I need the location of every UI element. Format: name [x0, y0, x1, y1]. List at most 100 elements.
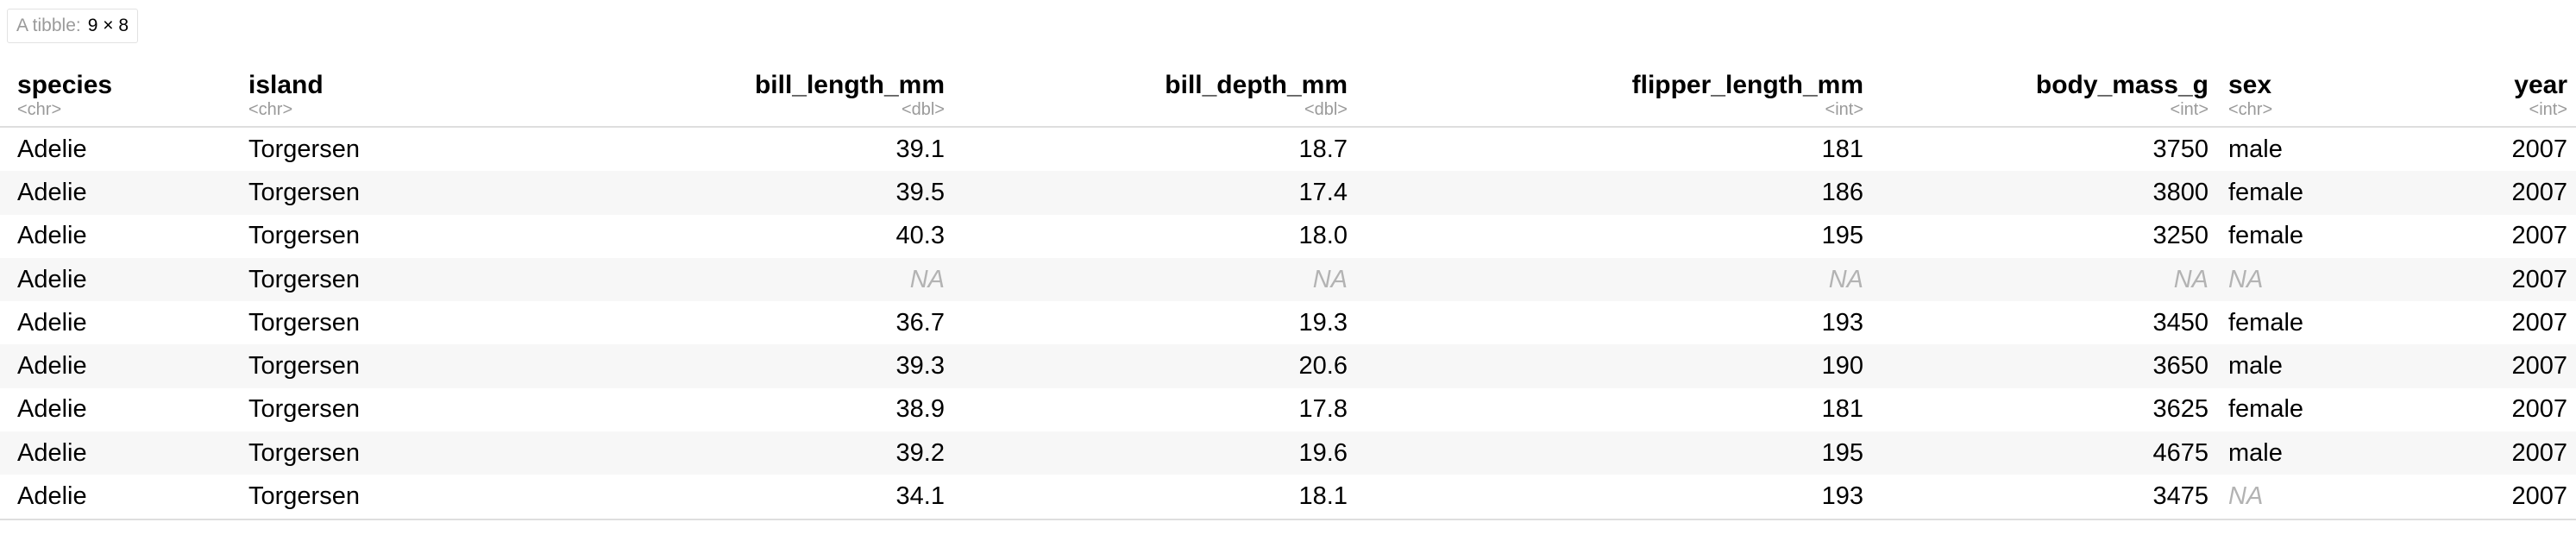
cell-sex: female — [2228, 215, 2401, 258]
tibble-caption: A tibble: 9 × 8 — [7, 9, 139, 43]
cell-year: 2007 — [2416, 171, 2567, 214]
cell-value: NA — [2173, 265, 2208, 293]
cell-value: Adelie — [17, 308, 87, 337]
cell-bill-depth-mm: 20.6 — [958, 344, 1348, 387]
cell-value: Torgersen — [248, 395, 360, 424]
table-row: Adelie Torgersen 38.9 17.8 181 3625 female 2007 — [0, 388, 2576, 431]
cell-year: 2007 — [2416, 388, 2567, 431]
cell-value: 39.2 — [895, 438, 945, 467]
cell-value: 18.1 — [1298, 482, 1348, 511]
cell-body-mass-g: 3800 — [1881, 171, 2208, 214]
header-type: <int> — [1825, 100, 1863, 119]
cell-body-mass-g: 3450 — [1881, 301, 2208, 344]
cell-island: Torgersen — [248, 301, 594, 344]
header-name: flipper_length_mm — [1631, 71, 1863, 99]
cell-value: 3650 — [2152, 352, 2208, 381]
header-island: island <chr> — [248, 67, 594, 119]
cell-species: Adelie — [17, 258, 224, 301]
cell-value: 2007 — [2511, 482, 2567, 511]
cell-value: Adelie — [17, 438, 87, 467]
cell-value: 181 — [1821, 395, 1863, 424]
cell-sex: male — [2228, 128, 2401, 171]
header-species: species <chr> — [17, 67, 224, 119]
cell-island: Torgersen — [248, 128, 594, 171]
cell-body-mass-g: 4675 — [1881, 431, 2208, 475]
cell-value: female — [2228, 222, 2304, 250]
cell-value: male — [2228, 135, 2283, 163]
header-year: year <int> — [2416, 67, 2567, 119]
cell-species: Adelie — [17, 388, 224, 431]
cell-value: 3750 — [2152, 135, 2208, 163]
header-bill-depth-mm: bill_depth_mm <dbl> — [958, 67, 1348, 119]
table-row: Adelie Torgersen 39.1 18.7 181 3750 male 2007 — [0, 128, 2576, 171]
cell-island: Torgersen — [248, 344, 594, 387]
cell-value: female — [2228, 178, 2304, 206]
cell-species: Adelie — [17, 301, 224, 344]
cell-body-mass-g: 3650 — [1881, 344, 2208, 387]
cell-species: Adelie — [17, 171, 224, 214]
cell-island: Torgersen — [248, 258, 594, 301]
cell-bill-depth-mm: 17.4 — [958, 171, 1348, 214]
cell-flipper-length-mm: 181 — [1363, 128, 1863, 171]
cell-value: female — [2228, 395, 2304, 424]
cell-value: 3475 — [2152, 482, 2208, 511]
table-bottom-rule — [0, 518, 2576, 520]
cell-value: 38.9 — [895, 395, 945, 424]
cell-value: NA — [1312, 265, 1348, 293]
table-header: species <chr> island <chr> bill_length_m… — [0, 67, 2576, 128]
cell-value: 40.3 — [895, 222, 945, 250]
cell-value: 18.0 — [1298, 222, 1348, 250]
cell-value: 19.3 — [1298, 308, 1348, 337]
header-type: <chr> — [248, 100, 293, 119]
table-row: Adelie Torgersen 36.7 19.3 193 3450 female 2007 — [0, 301, 2576, 344]
cell-value: Adelie — [17, 395, 87, 424]
cell-value: 2007 — [2511, 352, 2567, 381]
cell-flipper-length-mm: 193 — [1363, 475, 1863, 518]
header-name: bill_depth_mm — [1165, 71, 1348, 99]
cell-year: 2007 — [2416, 128, 2567, 171]
header-name: year — [2514, 71, 2567, 99]
cell-body-mass-g: 3625 — [1881, 388, 2208, 431]
cell-species: Adelie — [17, 215, 224, 258]
cell-bill-depth-mm: 19.6 — [958, 431, 1348, 475]
cell-value: 2007 — [2511, 438, 2567, 467]
cell-bill-length-mm: NA — [621, 258, 945, 301]
cell-value: 181 — [1821, 135, 1863, 163]
cell-bill-depth-mm: 18.1 — [958, 475, 1348, 518]
cell-sex: male — [2228, 431, 2401, 475]
cell-flipper-length-mm: NA — [1363, 258, 1863, 301]
caption-label: A tibble: — [16, 16, 81, 35]
cell-bill-length-mm: 39.1 — [621, 128, 945, 171]
cell-year: 2007 — [2416, 431, 2567, 475]
cell-value: 195 — [1821, 438, 1863, 467]
table-row: Adelie Torgersen 40.3 18.0 195 3250 female 2007 — [0, 215, 2576, 258]
cell-bill-length-mm: 36.7 — [621, 301, 945, 344]
cell-sex: NA — [2228, 258, 2401, 301]
cell-value: 2007 — [2511, 222, 2567, 250]
header-type: <int> — [2529, 100, 2567, 119]
cell-body-mass-g: 3475 — [1881, 475, 2208, 518]
cell-value: 2007 — [2511, 395, 2567, 424]
cell-bill-length-mm: 39.2 — [621, 431, 945, 475]
cell-value: 39.5 — [895, 178, 945, 206]
cell-value: 190 — [1821, 352, 1863, 381]
cell-year: 2007 — [2416, 301, 2567, 344]
cell-island: Torgersen — [248, 171, 594, 214]
cell-flipper-length-mm: 195 — [1363, 431, 1863, 475]
header-name: island — [248, 71, 324, 99]
header-type: <chr> — [17, 100, 62, 119]
cell-value: 4675 — [2152, 438, 2208, 467]
cell-island: Torgersen — [248, 431, 594, 475]
cell-value: 3625 — [2152, 395, 2208, 424]
table-row: Adelie Torgersen 34.1 18.1 193 3475 NA 2007 — [0, 475, 2576, 518]
cell-sex: female — [2228, 301, 2401, 344]
cell-value: 17.4 — [1298, 178, 1348, 206]
cell-sex: female — [2228, 171, 2401, 214]
header-body-mass-g: body_mass_g <int> — [1881, 67, 2208, 119]
cell-island: Torgersen — [248, 388, 594, 431]
cell-bill-length-mm: 34.1 — [621, 475, 945, 518]
cell-year: 2007 — [2416, 258, 2567, 301]
cell-value: Adelie — [17, 482, 87, 511]
cell-flipper-length-mm: 186 — [1363, 171, 1863, 214]
cell-value: 193 — [1821, 308, 1863, 337]
